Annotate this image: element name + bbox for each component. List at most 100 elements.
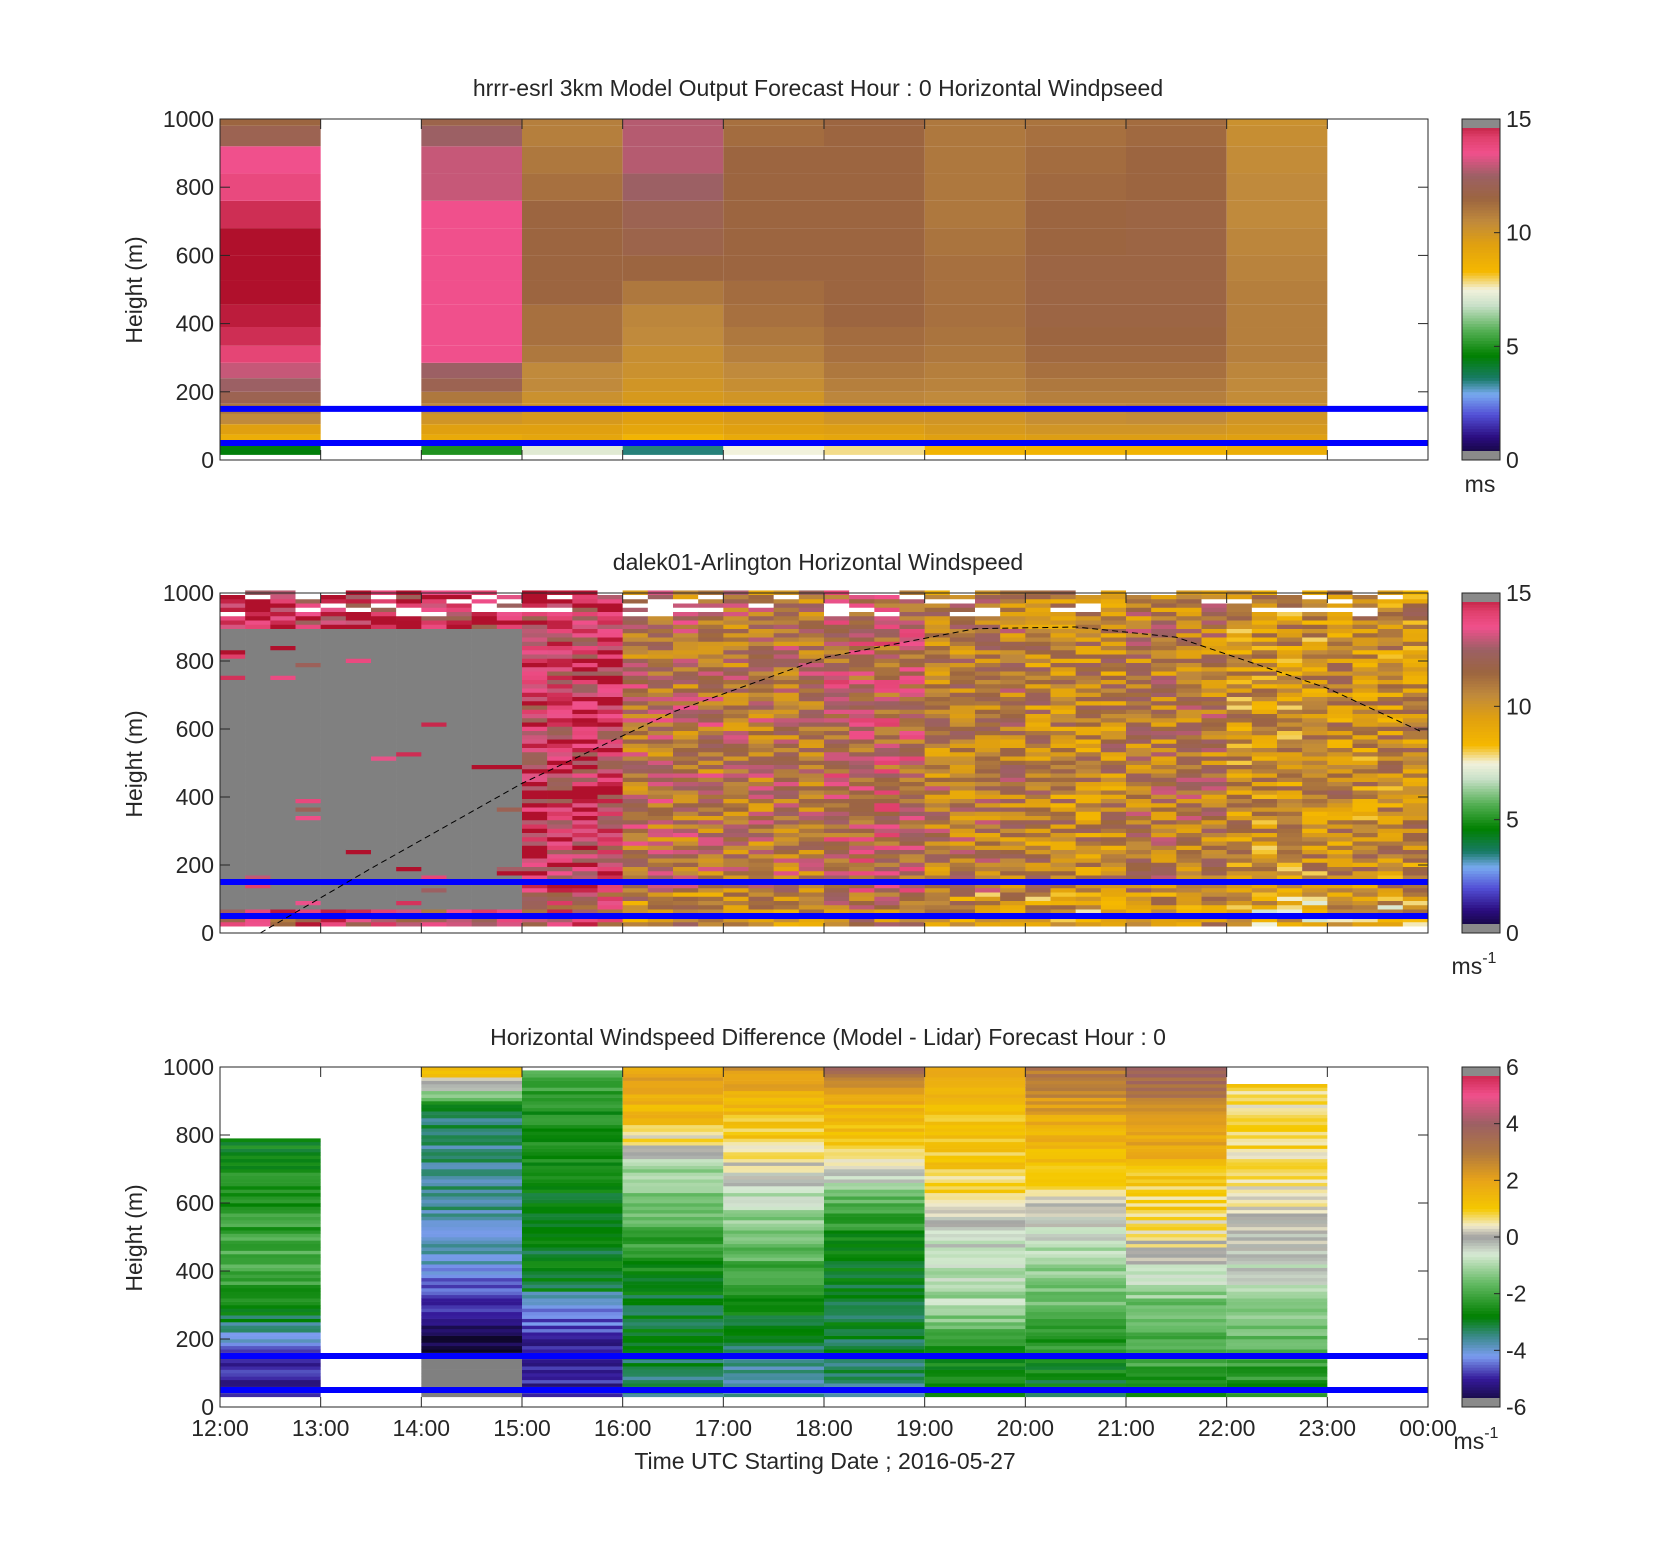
heatmap-cell: [1377, 883, 1404, 889]
heatmap-cell: [496, 683, 523, 689]
heatmap-cell: [949, 709, 976, 714]
heatmap-cell: [647, 819, 674, 825]
heatmap-cell: [1277, 887, 1303, 893]
heatmap-cell: [673, 841, 699, 846]
heatmap-cell: [1126, 624, 1152, 629]
heatmap-cell: [270, 628, 296, 634]
heatmap-cell: [1126, 722, 1152, 727]
heatmap-cell: [949, 632, 976, 638]
heatmap-cell: [446, 836, 472, 842]
heatmap-cell: [522, 722, 548, 727]
heatmap-cell: [396, 594, 422, 600]
heatmap-cell: [798, 781, 825, 787]
heatmap-cell: [1000, 756, 1026, 761]
heatmap-cell: [824, 1138, 925, 1143]
heatmap-cell: [924, 1223, 1026, 1228]
heatmap-cell: [572, 760, 598, 765]
heatmap-cell: [1000, 615, 1026, 621]
heatmap-cell: [396, 654, 422, 659]
heatmap-cell: [723, 824, 749, 829]
heatmap-cell: [1151, 705, 1177, 710]
heatmap-cell: [622, 1158, 724, 1163]
heatmap-cell: [1402, 862, 1429, 867]
heatmap-cell: [673, 870, 699, 876]
heatmap-cell: [1226, 666, 1253, 672]
heatmap-cell: [773, 713, 800, 719]
heatmap-cell: [1050, 683, 1076, 689]
heatmap-cell: [949, 858, 976, 863]
heatmap-cell: [622, 819, 649, 825]
heatmap-cell: [924, 798, 951, 804]
heatmap-cell: [522, 866, 548, 872]
heatmap-cell: [320, 671, 347, 676]
heatmap-cell: [345, 917, 372, 923]
heatmap-cell: [1151, 773, 1177, 778]
heatmap-cell: [1100, 594, 1127, 600]
heatmap-cell: [220, 1169, 321, 1173]
heatmap-cell: [471, 628, 498, 634]
heatmap-cell: [1352, 747, 1378, 753]
heatmap-cell: [874, 790, 900, 795]
heatmap-cell: [396, 853, 422, 859]
heatmap-cell: [748, 802, 774, 808]
heatmap-cell: [874, 658, 900, 663]
heatmap-cell: [874, 679, 900, 685]
heatmap-cell: [723, 1220, 824, 1224]
heatmap-cell: [924, 773, 951, 778]
heatmap-cell: [824, 1094, 925, 1098]
heatmap-cell: [1226, 841, 1253, 846]
heatmap-cell: [1151, 645, 1177, 651]
heatmap-cell: [421, 637, 447, 642]
heatmap-cell: [673, 832, 699, 838]
heatmap-cell: [723, 1162, 824, 1166]
heatmap-cell: [622, 1138, 724, 1143]
heatmap-cell: [824, 688, 850, 693]
heatmap-cell: [396, 620, 422, 625]
heatmap-cell: [1377, 739, 1404, 744]
heatmap-cell: [522, 764, 548, 770]
heatmap-cell: [1226, 444, 1328, 455]
heatmap-cell: [220, 632, 246, 638]
colorbar-swatch: [1462, 644, 1500, 648]
heatmap-cell: [371, 615, 397, 621]
heatmap-cell: [1075, 841, 1102, 846]
heatmap-cell: [924, 1172, 1026, 1177]
heatmap-cell: [270, 917, 296, 923]
heatmap-cell: [1302, 637, 1328, 642]
heatmap-cell: [371, 853, 397, 859]
colorbar-swatch: [1462, 797, 1500, 801]
heatmap-cell: [295, 743, 321, 748]
heatmap-cell: [572, 611, 598, 617]
heatmap-cell: [1100, 807, 1127, 812]
heatmap-cell: [1352, 917, 1378, 923]
heatmap-cell: [924, 1379, 1026, 1384]
heatmap-cell: [1377, 870, 1404, 876]
heatmap-cell: [1025, 632, 1051, 638]
heatmap-cell: [622, 1169, 724, 1173]
heatmap-cell: [396, 768, 422, 774]
heatmap-cell: [1075, 683, 1102, 689]
heatmap-cell: [698, 756, 724, 761]
heatmap-cell: [1352, 849, 1378, 855]
heatmap-cell: [949, 594, 976, 600]
heatmap-cell: [295, 607, 321, 612]
heatmap-cell: [924, 705, 951, 710]
heatmap-cell: [924, 1206, 1026, 1211]
heatmap-cell: [723, 1073, 824, 1078]
heatmap-cell: [1402, 654, 1429, 659]
heatmap-cell: [723, 1393, 824, 1398]
heatmap-cell: [1302, 819, 1328, 825]
heatmap-cell: [622, 802, 649, 808]
heatmap-cell: [824, 1104, 925, 1109]
heatmap-cell: [874, 641, 900, 646]
heatmap-cell: [522, 391, 623, 404]
heatmap-cell: [446, 815, 472, 821]
heatmap-cell: [446, 666, 472, 672]
heatmap-cell: [824, 1107, 925, 1112]
heatmap-cell: [723, 1186, 824, 1190]
heatmap-cell: [1100, 875, 1127, 880]
heatmap-cell: [320, 688, 347, 693]
heatmap-cell: [1302, 641, 1328, 646]
heatmap-cell: [320, 700, 347, 706]
heatmap-cell: [1000, 594, 1026, 600]
